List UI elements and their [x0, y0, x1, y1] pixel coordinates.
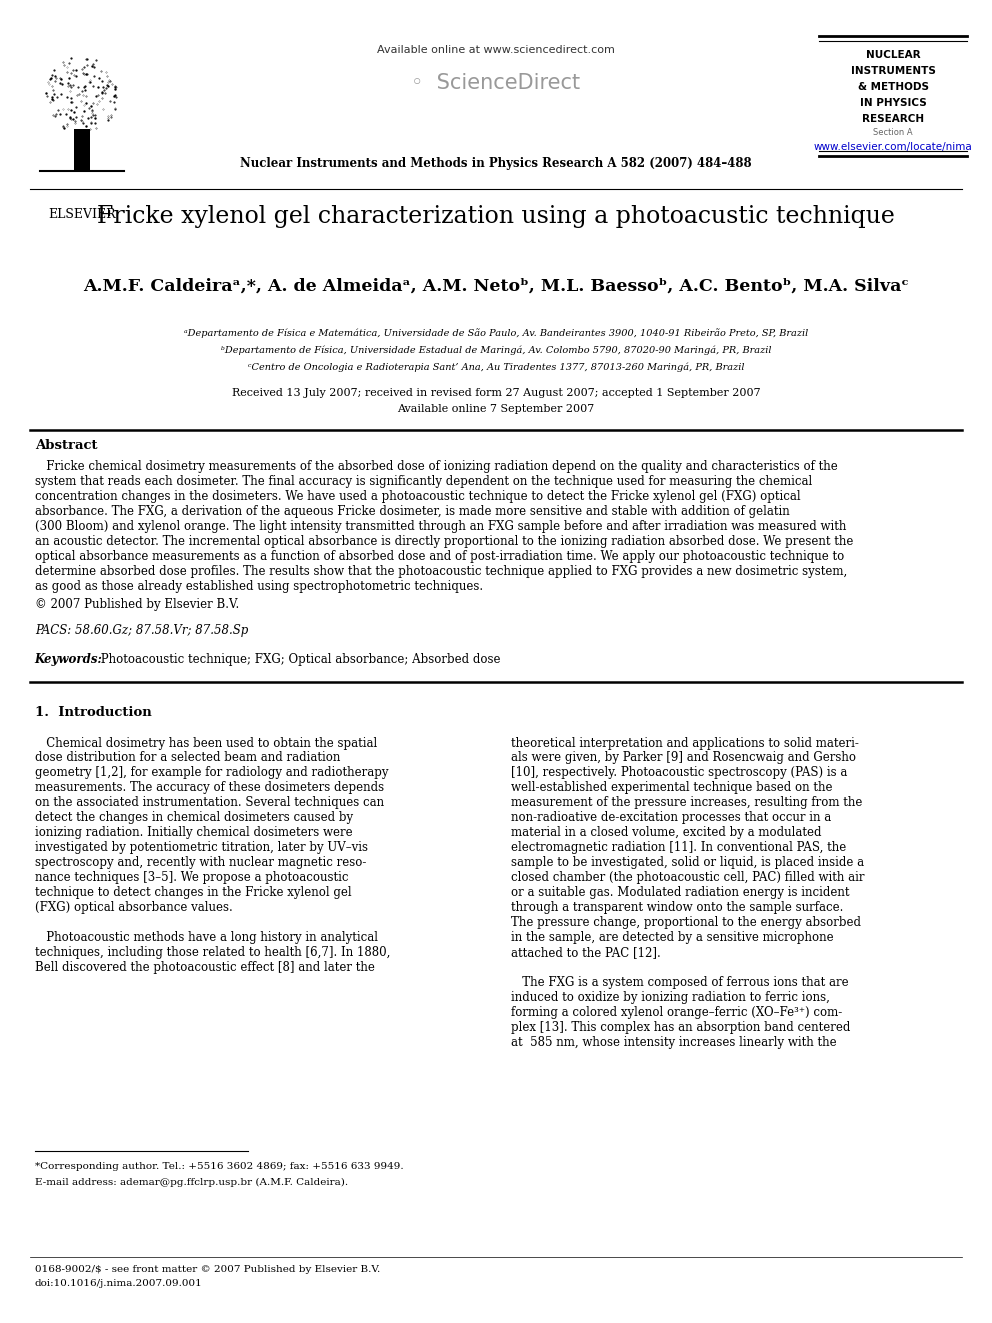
- Text: as good as those already established using spectrophotometric techniques.: as good as those already established usi…: [35, 579, 483, 593]
- Text: theoretical interpretation and applications to solid materi-: theoretical interpretation and applicati…: [511, 737, 859, 750]
- Text: Available online at www.sciencedirect.com: Available online at www.sciencedirect.co…: [377, 45, 615, 56]
- Text: Chemical dosimetry has been used to obtain the spatial: Chemical dosimetry has been used to obta…: [35, 737, 377, 750]
- Text: material in a closed volume, excited by a modulated: material in a closed volume, excited by …: [511, 826, 821, 839]
- Text: spectroscopy and, recently with nuclear magnetic reso-: spectroscopy and, recently with nuclear …: [35, 856, 366, 869]
- Text: electromagnetic radiation [11]. In conventional PAS, the: electromagnetic radiation [11]. In conve…: [511, 841, 846, 855]
- Text: Abstract: Abstract: [35, 439, 97, 452]
- Text: dose distribution for a selected beam and radiation: dose distribution for a selected beam an…: [35, 751, 340, 765]
- Text: Fricke xylenol gel characterization using a photoacustic technique: Fricke xylenol gel characterization usin…: [97, 205, 895, 228]
- Text: technique to detect changes in the Fricke xylenol gel: technique to detect changes in the Frick…: [35, 886, 351, 900]
- Text: PACS: 58.60.Gz; 87.58.Vr; 87.58.Sp: PACS: 58.60.Gz; 87.58.Vr; 87.58.Sp: [35, 624, 248, 638]
- Text: als were given, by Parker [9] and Rosencwaig and Gersho: als were given, by Parker [9] and Rosenc…: [511, 751, 856, 765]
- Text: The pressure change, proportional to the energy absorbed: The pressure change, proportional to the…: [511, 916, 861, 929]
- Text: on the associated instrumentation. Several techniques can: on the associated instrumentation. Sever…: [35, 796, 384, 810]
- Text: attached to the PAC [12].: attached to the PAC [12].: [511, 946, 661, 959]
- Text: closed chamber (the photoacoustic cell, PAC) filled with air: closed chamber (the photoacoustic cell, …: [511, 871, 864, 884]
- Text: Keywords:: Keywords:: [35, 654, 102, 667]
- Text: nance techniques [3–5]. We propose a photoacoustic: nance techniques [3–5]. We propose a pho…: [35, 871, 348, 884]
- Text: The FXG is a system composed of ferrous ions that are: The FXG is a system composed of ferrous …: [511, 976, 848, 988]
- Text: ᵃDepartamento de Física e Matemática, Universidade de São Paulo, Av. Bandeirante: ᵃDepartamento de Física e Matemática, Un…: [184, 328, 808, 337]
- Text: optical absorbance measurements as a function of absorbed dose and of post-irrad: optical absorbance measurements as a fun…: [35, 550, 844, 564]
- Text: determine absorbed dose profiles. The results show that the photoacoustic techni: determine absorbed dose profiles. The re…: [35, 565, 847, 578]
- Text: doi:10.1016/j.nima.2007.09.001: doi:10.1016/j.nima.2007.09.001: [35, 1279, 202, 1289]
- Text: Section A: Section A: [874, 128, 913, 138]
- Text: Fricke chemical dosimetry measurements of the absorbed dose of ionizing radiatio: Fricke chemical dosimetry measurements o…: [35, 460, 837, 474]
- Text: in the sample, are detected by a sensitive microphone: in the sample, are detected by a sensiti…: [511, 931, 833, 943]
- Text: Photoacoustic technique; FXG; Optical absorbance; Absorbed dose: Photoacoustic technique; FXG; Optical ab…: [97, 654, 501, 667]
- Text: ELSEVIER: ELSEVIER: [49, 208, 116, 221]
- Text: absorbance. The FXG, a derivation of the aqueous Fricke dosimeter, is made more : absorbance. The FXG, a derivation of the…: [35, 505, 790, 519]
- Text: system that reads each dosimeter. The final accuracy is significantly dependent : system that reads each dosimeter. The fi…: [35, 475, 812, 488]
- Text: Received 13 July 2007; received in revised form 27 August 2007; accepted 1 Septe: Received 13 July 2007; received in revis…: [232, 388, 760, 398]
- Text: or a suitable gas. Modulated radiation energy is incident: or a suitable gas. Modulated radiation e…: [511, 886, 849, 900]
- Text: © 2007 Published by Elsevier B.V.: © 2007 Published by Elsevier B.V.: [35, 598, 239, 611]
- Text: ᶜCentro de Oncologia e Radioterapia Sant’ Ana, Au Tiradentes 1377, 87013-260 Mar: ᶜCentro de Oncologia e Radioterapia Sant…: [248, 363, 744, 372]
- Text: [10], respectively. Photoacoustic spectroscopy (PAS) is a: [10], respectively. Photoacoustic spectr…: [511, 766, 847, 779]
- Text: ◦  ScienceDirect: ◦ ScienceDirect: [412, 73, 580, 93]
- Text: ionizing radiation. Initially chemical dosimeters were: ionizing radiation. Initially chemical d…: [35, 826, 352, 839]
- Text: & METHODS: & METHODS: [858, 82, 929, 93]
- Text: A.M.F. Caldeiraᵃ,*, A. de Almeidaᵃ, A.M. Netoᵇ, M.L. Baessoᵇ, A.C. Bentoᵇ, M.A. : A.M.F. Caldeiraᵃ,*, A. de Almeidaᵃ, A.M.…: [83, 278, 909, 295]
- Text: through a transparent window onto the sample surface.: through a transparent window onto the sa…: [511, 901, 843, 914]
- Text: induced to oxidize by ionizing radiation to ferric ions,: induced to oxidize by ionizing radiation…: [511, 991, 829, 1004]
- Text: sample to be investigated, solid or liquid, is placed inside a: sample to be investigated, solid or liqu…: [511, 856, 864, 869]
- Text: *Corresponding author. Tel.: +5516 3602 4869; fax: +5516 633 9949.: *Corresponding author. Tel.: +5516 3602 …: [35, 1162, 404, 1171]
- Text: investigated by potentiometric titration, later by UV–vis: investigated by potentiometric titration…: [35, 841, 368, 855]
- Text: NUCLEAR: NUCLEAR: [866, 50, 921, 61]
- Text: geometry [1,2], for example for radiology and radiotherapy: geometry [1,2], for example for radiolog…: [35, 766, 388, 779]
- Text: detect the changes in chemical dosimeters caused by: detect the changes in chemical dosimeter…: [35, 811, 353, 824]
- Text: 0168-9002/$ - see front matter © 2007 Published by Elsevier B.V.: 0168-9002/$ - see front matter © 2007 Pu…: [35, 1265, 380, 1274]
- Text: plex [13]. This complex has an absorption band centered: plex [13]. This complex has an absorptio…: [511, 1020, 850, 1033]
- Text: www.elsevier.com/locate/nima: www.elsevier.com/locate/nima: [813, 142, 973, 152]
- Text: Photoacoustic methods have a long history in analytical: Photoacoustic methods have a long histor…: [35, 931, 378, 943]
- Text: (300 Bloom) and xylenol orange. The light intensity transmitted through an FXG s: (300 Bloom) and xylenol orange. The ligh…: [35, 520, 846, 533]
- Text: at  585 nm, whose intensity increases linearly with the: at 585 nm, whose intensity increases lin…: [511, 1036, 836, 1049]
- Text: INSTRUMENTS: INSTRUMENTS: [851, 66, 935, 77]
- Text: forming a colored xylenol orange–ferric (XO–Fe³⁺) com-: forming a colored xylenol orange–ferric …: [511, 1005, 842, 1019]
- Text: 1.  Introduction: 1. Introduction: [35, 706, 152, 720]
- Text: Bell discovered the photoacoustic effect [8] and later the: Bell discovered the photoacoustic effect…: [35, 960, 375, 974]
- Text: RESEARCH: RESEARCH: [862, 114, 925, 124]
- Text: E-mail address: ademar@pg.ffclrp.usp.br (A.M.F. Caldeira).: E-mail address: ademar@pg.ffclrp.usp.br …: [35, 1177, 348, 1187]
- Text: IN PHYSICS: IN PHYSICS: [860, 98, 927, 108]
- Text: concentration changes in the dosimeters. We have used a photoacoustic technique : concentration changes in the dosimeters.…: [35, 491, 801, 503]
- Text: (FXG) optical absorbance values.: (FXG) optical absorbance values.: [35, 901, 232, 914]
- Text: measurement of the pressure increases, resulting from the: measurement of the pressure increases, r…: [511, 796, 862, 810]
- Text: Available online 7 September 2007: Available online 7 September 2007: [398, 404, 594, 414]
- Text: ᵇDepartamento de Física, Universidade Estadual de Maringá, Av. Colombo 5790, 870: ᵇDepartamento de Física, Universidade Es…: [221, 345, 771, 355]
- Text: Nuclear Instruments and Methods in Physics Research A 582 (2007) 484–488: Nuclear Instruments and Methods in Physi…: [240, 157, 752, 171]
- Text: non-radioative de-excitation processes that occur in a: non-radioative de-excitation processes t…: [511, 811, 831, 824]
- Polygon shape: [73, 130, 90, 171]
- Text: measurements. The accuracy of these dosimeters depends: measurements. The accuracy of these dosi…: [35, 782, 384, 794]
- Text: an acoustic detector. The incremental optical absorbance is directly proportiona: an acoustic detector. The incremental op…: [35, 534, 853, 548]
- Text: techniques, including those related to health [6,7]. In 1880,: techniques, including those related to h…: [35, 946, 390, 959]
- Text: well-established experimental technique based on the: well-established experimental technique …: [511, 782, 832, 794]
